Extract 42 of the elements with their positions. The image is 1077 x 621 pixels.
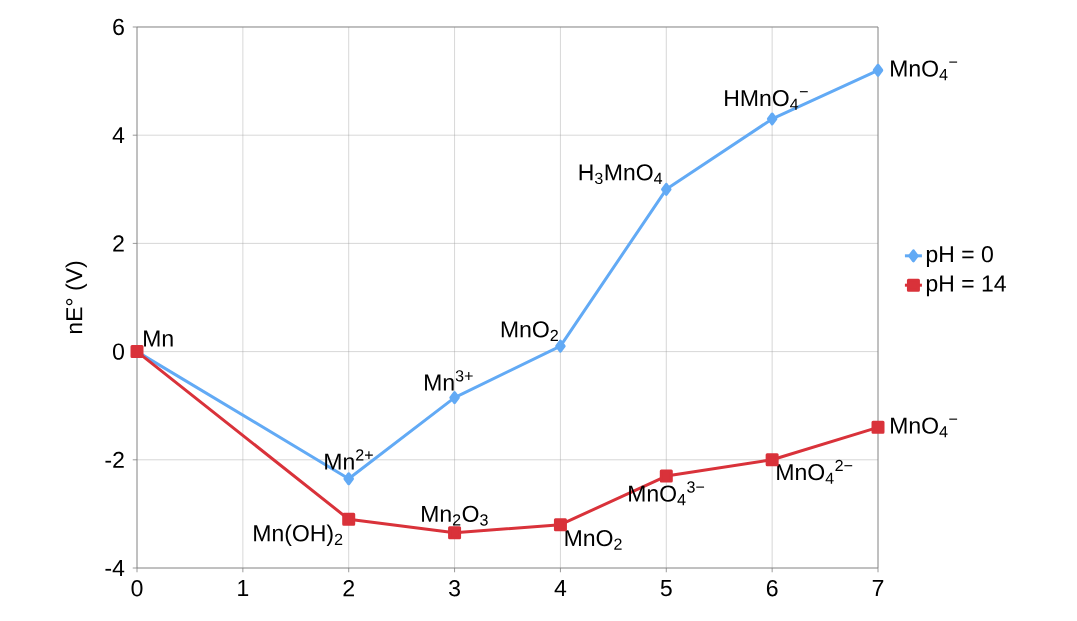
- annotation: MnO$_{4}$3−: [629, 481, 705, 506]
- annotation: Mn: [144, 330, 173, 347]
- x-tick-label: 0: [131, 580, 143, 597]
- x-tick-label: 7: [872, 580, 884, 596]
- point: [553, 518, 567, 532]
- y-tick-label: 6: [113, 18, 124, 36]
- y-tick-label: 0: [113, 343, 124, 360]
- point: [449, 391, 460, 405]
- annotation: HMnO$_{4}$−: [725, 89, 808, 110]
- x-tick-label: 5: [660, 580, 672, 597]
- annotation: MnO$_{4}$2−: [777, 459, 853, 484]
- point: [766, 112, 778, 126]
- point: [661, 182, 672, 196]
- point: [659, 469, 673, 483]
- x-tick-label: 3: [449, 580, 460, 597]
- point: [765, 453, 779, 467]
- y-tick-label: -2: [105, 451, 124, 468]
- legend-label: pH = 14: [926, 275, 1006, 297]
- annotation: Mn$_{2}$O$_{3}$: [422, 505, 488, 526]
- annotation: MnO$_{4}$−: [891, 417, 958, 438]
- x-tick-label: 1: [238, 580, 249, 596]
- y-axis-title: nE° (V): [65, 261, 87, 334]
- annotation: H$_{3}$MnO$_{4}$: [579, 164, 663, 185]
- point: [448, 526, 462, 540]
- x-tick-label: 6: [766, 580, 778, 597]
- point: [555, 339, 566, 353]
- point: [871, 420, 885, 434]
- x-tick-label: 4: [554, 580, 567, 596]
- y-tick-label: 2: [113, 235, 124, 252]
- y-tick-label: -4: [105, 560, 125, 576]
- annotation: Mn$^{3+}$: [425, 370, 473, 391]
- y-tick-label: 4: [112, 127, 125, 144]
- annotation: MnO$_{2}$: [565, 529, 622, 550]
- annotation: Mn(OH)$_{2}$: [254, 524, 343, 546]
- point: [343, 472, 354, 486]
- annotation: Mn$^{2+}$: [325, 449, 373, 470]
- annotation: MnO$_{4}$−: [891, 60, 958, 81]
- x-tick-label: 2: [343, 580, 354, 597]
- point: [872, 63, 884, 77]
- legend-label: pH = 0: [926, 246, 993, 267]
- point: [342, 512, 356, 526]
- annotation: MnO$_{2}$: [501, 321, 558, 341]
